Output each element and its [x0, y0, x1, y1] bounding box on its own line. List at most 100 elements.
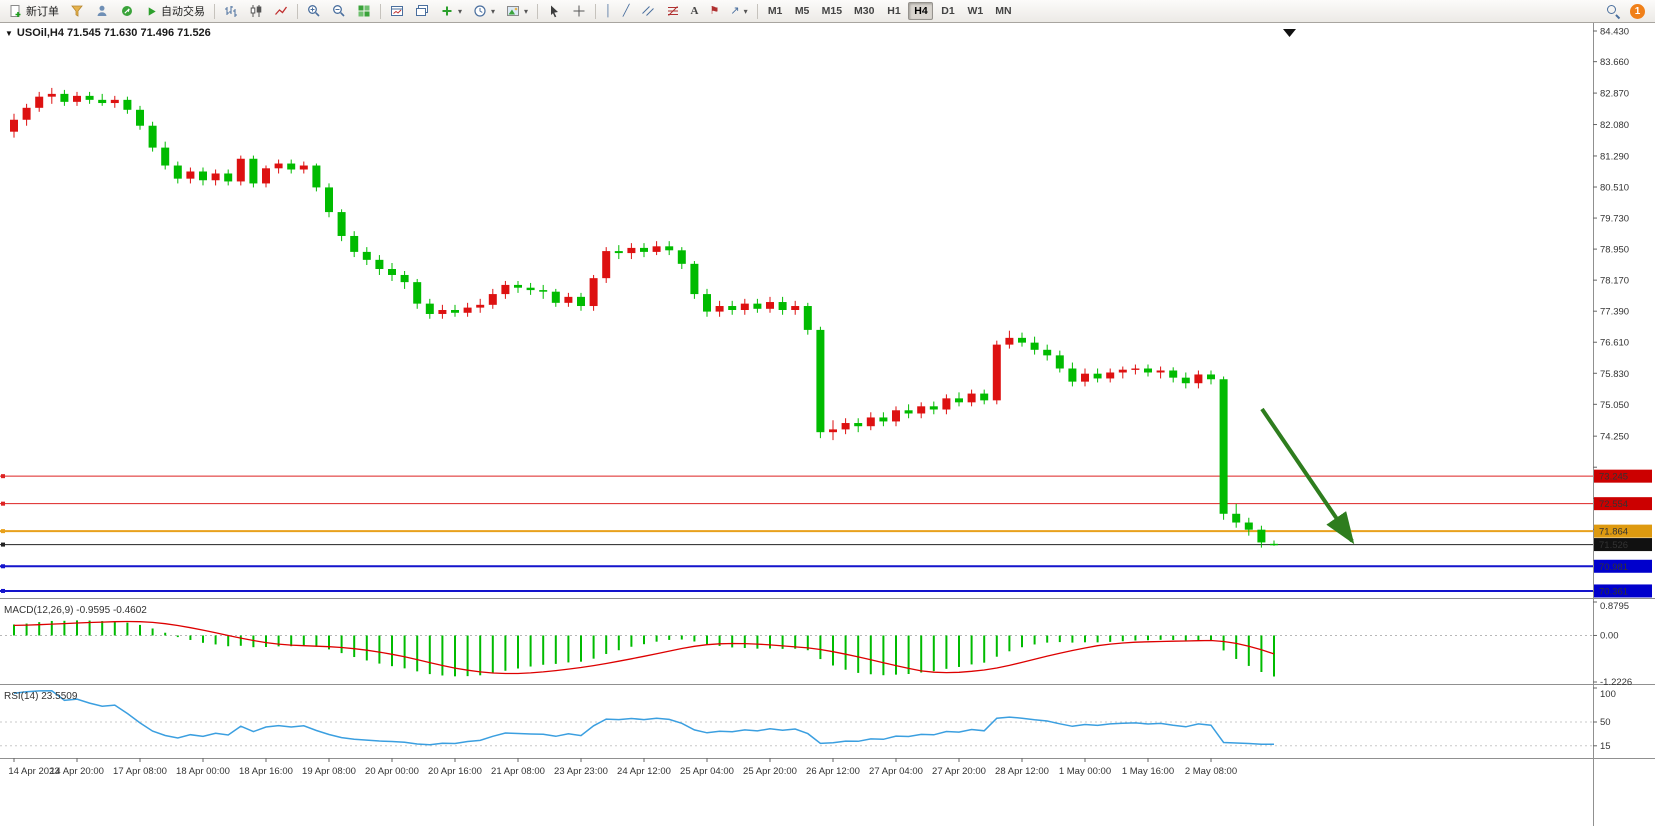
candlestick-chart-icon	[250, 5, 262, 17]
chevron-down-icon: ▾	[458, 6, 463, 16]
svg-text:19 Apr 08:00: 19 Apr 08:00	[302, 766, 356, 777]
bar-chart-button[interactable]	[219, 2, 243, 21]
svg-text:70.361: 70.361	[1599, 586, 1628, 597]
svg-text:72.554: 72.554	[1599, 499, 1628, 510]
templates-button[interactable]: ▾	[501, 2, 533, 21]
svg-text:25 Apr 20:00: 25 Apr 20:00	[743, 766, 797, 777]
svg-text:20 Apr 00:00: 20 Apr 00:00	[365, 766, 419, 777]
line-chart-icon	[275, 6, 288, 15]
trendline-tool-button[interactable]: ╱	[618, 2, 635, 21]
svg-text:71.864: 71.864	[1599, 527, 1628, 538]
tile-windows-icon	[358, 5, 370, 17]
label-flag-icon: ⚑	[709, 4, 720, 17]
zoom-in-icon	[308, 5, 320, 17]
cursor-tool-button[interactable]	[542, 2, 566, 21]
cascade-windows-icon	[416, 5, 428, 16]
market-watch-icon	[71, 5, 83, 17]
svg-text:23 Apr 23:00: 23 Apr 23:00	[554, 766, 608, 777]
data-window-icon	[97, 5, 107, 16]
svg-text:15: 15	[1600, 741, 1611, 752]
zoom-in-button[interactable]	[302, 2, 326, 21]
auto-trading-button[interactable]: 自动交易	[140, 2, 210, 21]
data-window-button[interactable]	[90, 2, 114, 21]
svg-text:78.950: 78.950	[1600, 245, 1629, 256]
navigator-button[interactable]	[115, 2, 139, 21]
toolbar-separator	[297, 3, 298, 19]
svg-text:2 May 08:00: 2 May 08:00	[1185, 766, 1237, 777]
price-badges: 73.245 72.554 71.864 71.526 70.981 70.361	[1594, 469, 1652, 598]
svg-text:84.430: 84.430	[1600, 27, 1629, 38]
timeframe-w1-button[interactable]: W1	[962, 2, 988, 20]
bar-chart-icon	[225, 6, 237, 17]
fibonacci-tool-button[interactable]	[661, 2, 685, 21]
search-button[interactable]	[1601, 2, 1625, 21]
vertical-line-icon: │	[605, 4, 612, 17]
svg-text:76.610: 76.610	[1600, 338, 1629, 349]
timeframe-m30-button[interactable]: M30	[849, 2, 879, 20]
timeframe-mn-button[interactable]: MN	[990, 2, 1016, 20]
svg-text:0.8795: 0.8795	[1600, 601, 1629, 612]
crosshair-icon	[573, 5, 585, 17]
svg-text:80.510: 80.510	[1600, 183, 1629, 194]
candlestick-chart-button[interactable]	[244, 2, 268, 21]
auto-trading-label: 自动交易	[161, 6, 205, 18]
chart-dropdown-icon[interactable]: ▼	[5, 28, 13, 38]
timeframe-m1-button[interactable]: M1	[763, 2, 788, 20]
price-scale: 84.430 83.660 82.870 82.080 81.290 80.510 79.7…	[1593, 27, 1629, 593]
text-tool-icon: A	[690, 4, 699, 17]
toolbar-separator	[380, 3, 381, 19]
tile-windows-button[interactable]	[352, 2, 376, 21]
toolbar-separator	[537, 3, 539, 19]
crosshair-tool-button[interactable]	[567, 2, 591, 21]
timeframe-m5-button[interactable]: M5	[790, 2, 815, 20]
svg-text:78.170: 78.170	[1600, 276, 1629, 287]
chart-title: USOil,H4 71.545 71.630 71.496 71.526	[16, 27, 211, 39]
channel-icon	[641, 6, 654, 16]
zoom-out-button[interactable]	[327, 2, 351, 21]
arrange-windows-button[interactable]	[385, 2, 409, 21]
indicators-button[interactable]: ▾	[435, 2, 467, 21]
timeframe-d1-button[interactable]: D1	[935, 2, 960, 20]
notification-badge[interactable]: 1	[1630, 3, 1645, 19]
periods-button[interactable]: ▾	[468, 2, 500, 21]
fibonacci-icon	[667, 6, 678, 16]
svg-text:79.730: 79.730	[1600, 214, 1629, 225]
timeframe-m15-button[interactable]: M15	[817, 2, 847, 20]
timeframe-toolbar: M1 M5 M15 M30 H1 H4 D1 W1 MN	[762, 2, 1018, 20]
svg-text:18 Apr 00:00: 18 Apr 00:00	[176, 766, 230, 777]
svg-text:83.660: 83.660	[1600, 57, 1629, 68]
chevron-down-icon: ▾	[491, 6, 496, 16]
svg-text:21 Apr 08:00: 21 Apr 08:00	[491, 766, 545, 777]
channel-tool-button[interactable]	[636, 2, 660, 21]
text-tool-button[interactable]: A	[686, 2, 704, 21]
market-watch-button[interactable]	[65, 2, 89, 21]
svg-text:28 Apr 12:00: 28 Apr 12:00	[995, 766, 1049, 777]
macd-label: MACD(12,26,9) -0.9595 -0.4602	[4, 605, 147, 616]
svg-text:26 Apr 12:00: 26 Apr 12:00	[806, 766, 860, 777]
svg-text:82.080: 82.080	[1600, 120, 1629, 131]
line-chart-button[interactable]	[269, 2, 293, 21]
macd-panel: 0.8795 0.00 -1.2226 MACD(12,26,9) -0.9595 -…	[0, 601, 1632, 688]
cascade-windows-button[interactable]	[410, 2, 434, 21]
svg-text:1 May 00:00: 1 May 00:00	[1059, 766, 1111, 777]
trend-arrow-annotation[interactable]	[1260, 407, 1355, 545]
rsi-panel: 100 50 15 RSI(14) 23.5509	[0, 687, 1616, 752]
svg-text:27 Apr 20:00: 27 Apr 20:00	[932, 766, 986, 777]
scroll-end-marker[interactable]	[1283, 29, 1296, 37]
price-chart[interactable]: 84.430 83.660 82.870 82.080 81.290 80.510 79.7…	[0, 23, 1655, 826]
svg-text:82.870: 82.870	[1600, 89, 1629, 100]
arrows-tool-button[interactable]: ↗ ▾	[725, 2, 752, 21]
timeframe-h4-button[interactable]: H4	[908, 2, 934, 20]
indicators-icon	[442, 6, 452, 16]
label-tool-button[interactable]: ⚑	[705, 2, 725, 21]
timeframe-h1-button[interactable]: H1	[881, 2, 906, 20]
svg-text:25 Apr 04:00: 25 Apr 04:00	[680, 766, 734, 777]
svg-text:100: 100	[1600, 689, 1616, 700]
chevron-down-icon: ▾	[743, 6, 748, 16]
svg-text:27 Apr 04:00: 27 Apr 04:00	[869, 766, 923, 777]
candles-layer	[10, 87, 1278, 548]
new-order-button[interactable]: 新订单	[4, 2, 64, 21]
svg-text:17 Apr 08:00: 17 Apr 08:00	[113, 766, 167, 777]
vertical-line-tool-button[interactable]: │	[600, 2, 617, 21]
navigator-icon	[122, 6, 132, 16]
